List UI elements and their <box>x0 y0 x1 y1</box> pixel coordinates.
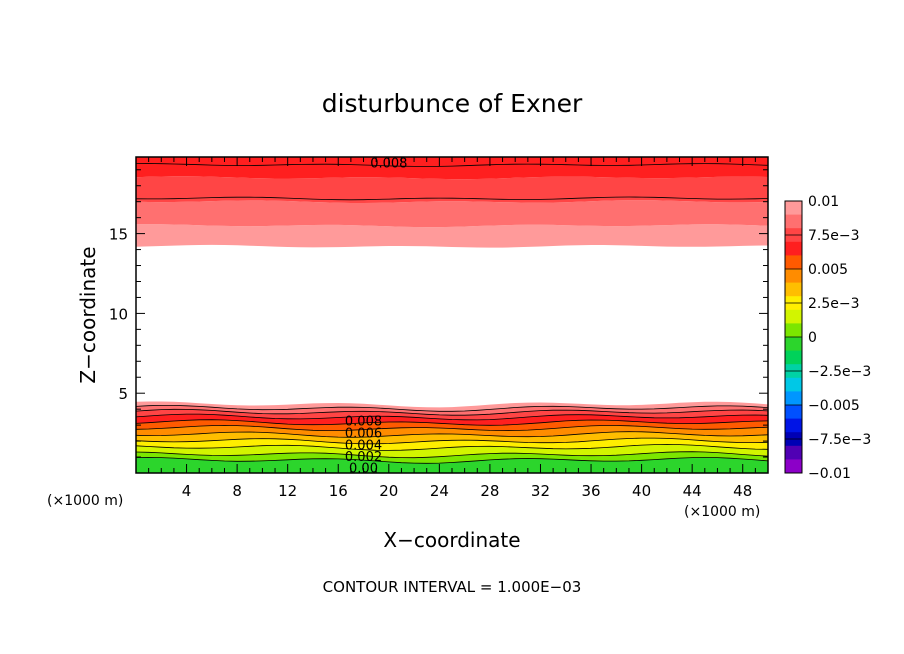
colorbar-swatch <box>785 323 802 338</box>
contour-line-2 <box>136 451 768 459</box>
x-unit-label-left: (×1000 m) <box>47 493 123 509</box>
colorbar-swatch <box>785 445 802 460</box>
contour-line-3 <box>136 443 768 451</box>
x-unit-label-right: (×1000 m) <box>684 504 760 520</box>
colorbar-tick-label: 0 <box>808 330 817 346</box>
contour-line-7 <box>136 419 768 426</box>
x-tick-label: 44 <box>683 482 702 500</box>
contour-line-10 <box>136 404 768 412</box>
x-tick-label: 12 <box>278 482 297 500</box>
colorbar-tick-label: −0.01 <box>808 466 851 482</box>
contour-band-10 <box>136 405 768 416</box>
colorbar-tick-label: 0.005 <box>808 262 848 278</box>
colorbar-swatch <box>785 214 802 229</box>
x-tick-label: 20 <box>379 482 398 500</box>
contour-band-15 <box>136 157 768 180</box>
contour-line-5 <box>136 431 768 438</box>
contour-line-12 <box>136 163 768 167</box>
contour-band-7 <box>136 419 768 431</box>
colorbar-swatch <box>785 405 802 420</box>
contour-band-12 <box>136 224 768 248</box>
y-axis-label: Z−coordinate <box>76 246 100 383</box>
chart-title: disturbunce of Exner <box>322 89 583 118</box>
contour-line-6 <box>136 424 768 432</box>
colorbar-swatch <box>785 201 802 216</box>
y-tick-label: 15 <box>109 226 128 244</box>
contour-line-1 <box>136 456 768 464</box>
contour-band-14 <box>136 176 768 203</box>
colorbar-tick-label: −0.005 <box>808 398 860 414</box>
x-tick-label: 28 <box>480 482 499 500</box>
colorbar-tick-label: 7.5e−3 <box>808 228 860 244</box>
colorbar-swatch <box>785 418 802 433</box>
contour-interval-note: CONTOUR INTERVAL = 1.000E−03 <box>323 578 582 596</box>
x-tick-label: 8 <box>232 482 242 500</box>
contour-label-3: 0.006 <box>345 426 382 441</box>
colorbar-swatch <box>785 269 802 284</box>
colorbar-swatch <box>785 350 802 365</box>
contour-label-5: 0.002 <box>345 450 382 465</box>
contour-band-4 <box>136 438 768 451</box>
colorbar-swatch <box>785 241 802 256</box>
colorbar-swatch <box>785 337 802 352</box>
contour-label-6: 0.00 <box>349 461 378 476</box>
contour-band-3 <box>136 444 768 458</box>
colorbar-swatch <box>785 377 802 392</box>
colorbar-tick-label: 2.5e−3 <box>808 296 860 312</box>
x-tick-label: 4 <box>182 482 192 500</box>
contour-label-4: 0.004 <box>345 438 382 453</box>
x-tick-label: 36 <box>581 482 600 500</box>
x-tick-label: 40 <box>632 482 651 500</box>
colorbar-tick-label: −2.5e−3 <box>808 364 871 380</box>
colorbar-swatch <box>785 391 802 406</box>
colorbar-tick-label: 0.01 <box>808 194 839 210</box>
colorbar: 0.01 7.5e−3 0.005 2.5e−3 0 −2.5e−3 −0.005 −7.5e… <box>784 194 871 482</box>
colorbar-swatch <box>785 309 802 324</box>
contour-line-4 <box>136 437 768 445</box>
contour-line-9 <box>136 408 768 416</box>
colorbar-swatch <box>785 459 802 474</box>
contour-band-13 <box>136 200 768 228</box>
colorbar-swatch <box>785 255 802 270</box>
contour-band-2 <box>136 451 768 464</box>
x-tick-label: 24 <box>430 482 449 500</box>
y-tick-label: 5 <box>118 385 128 403</box>
y-tick-label: 10 <box>109 305 128 323</box>
x-tick-label: 16 <box>329 482 348 500</box>
x-axis-label: X−coordinate <box>383 528 520 552</box>
contour-label-2: 0.008 <box>345 414 382 429</box>
contour-line-11 <box>136 196 768 201</box>
x-tick-label: 48 <box>733 482 752 500</box>
contour-line-8 <box>136 413 768 421</box>
x-tick-label: 32 <box>531 482 550 500</box>
colorbar-tick-label: −7.5e−3 <box>808 432 871 448</box>
colorbar-swatch <box>785 282 802 297</box>
